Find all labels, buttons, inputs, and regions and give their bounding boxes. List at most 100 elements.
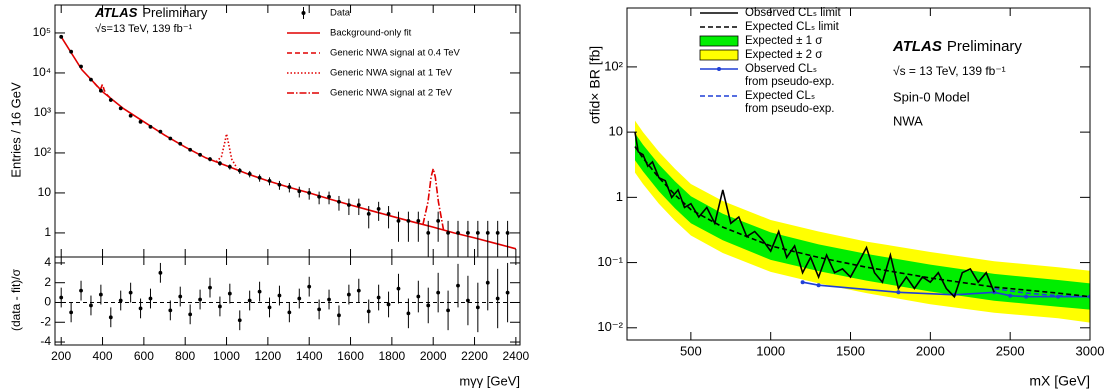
data-point (406, 311, 411, 316)
data-point (128, 113, 133, 118)
energy-label: √s = 13 TeV, 139 fb⁻¹ (893, 64, 1006, 78)
y-tick-label: -4 (40, 334, 51, 348)
y-tick-label: 4 (44, 255, 51, 269)
data-point (188, 312, 193, 317)
line-marker (800, 280, 805, 285)
data-point (237, 318, 242, 323)
width-label: NWA (893, 113, 923, 128)
data-point (505, 290, 510, 295)
data-point (277, 182, 282, 187)
data-point (79, 64, 83, 69)
y-axis-label: Entries / 16 GeV (8, 82, 23, 178)
legend-label: Observed CLₛ (745, 63, 817, 75)
data-point (466, 231, 470, 235)
data-point (158, 129, 163, 134)
y-tick-label: 10² (604, 58, 623, 73)
data-point (485, 280, 490, 285)
data-point (128, 290, 133, 295)
y-tick-label: 10⁴ (32, 65, 51, 79)
data-point (257, 289, 262, 294)
data-point (297, 189, 302, 194)
data-point (495, 296, 500, 301)
data-point (148, 296, 153, 301)
line-marker (1008, 293, 1013, 298)
y-axis-label: σfid× BR [fb] (587, 46, 603, 124)
atlas-label: ATLAS (892, 38, 942, 55)
data-point (69, 49, 74, 54)
data-point (327, 297, 331, 302)
data-point (198, 297, 202, 302)
data-point (168, 136, 173, 141)
data-point (406, 218, 411, 223)
y-tick-label: 10⁵ (33, 25, 51, 39)
legend-label: Generic NWA signal at 2 TeV (330, 88, 453, 99)
legend-label: Expected CLₛ limit (745, 21, 840, 33)
data-point (98, 88, 103, 93)
data-point (108, 98, 113, 102)
data-point (257, 175, 262, 180)
data-point (376, 206, 381, 211)
data-point (337, 313, 341, 318)
data-point (208, 157, 212, 162)
data-point (89, 77, 93, 82)
line-series (634, 146, 1090, 298)
data-point (287, 310, 292, 315)
data-point (396, 286, 401, 291)
legend-label: Data (330, 8, 351, 19)
data-point (218, 161, 222, 166)
x-tick-label: 600 (134, 349, 154, 363)
status-label: Preliminary (947, 38, 1023, 55)
data-point (495, 231, 500, 235)
data-point (446, 308, 450, 313)
y-tick-label: -2 (40, 314, 51, 328)
x-tick-label: 400 (93, 349, 113, 363)
data-point (456, 231, 460, 235)
y-tick-label: 2 (44, 275, 51, 289)
x-tick-label: 1000 (756, 343, 785, 358)
legend-label: Generic NWA signal at 1 TeV (330, 68, 453, 79)
data-point (366, 309, 371, 314)
line-marker (896, 290, 901, 295)
data-point (317, 307, 322, 312)
line-series (634, 131, 995, 299)
x-tick-label: 3000 (1076, 343, 1105, 358)
data-point (337, 199, 341, 204)
legend-label: Expected ± 2 σ (745, 49, 822, 61)
data-point (307, 191, 312, 195)
data-point (416, 294, 421, 299)
data-point (426, 303, 431, 308)
data-point (118, 106, 123, 111)
x-tick-label: 2200 (461, 349, 488, 363)
data-point (327, 194, 331, 199)
x-tick-label: 1500 (836, 343, 865, 358)
data-point (287, 185, 292, 189)
x-tick-label: 500 (680, 343, 702, 358)
x-tick-label: 2000 (420, 349, 447, 363)
data-point (247, 298, 252, 303)
data-point (396, 218, 401, 223)
data-point (108, 315, 113, 320)
data-point (178, 141, 183, 146)
data-point (475, 305, 480, 310)
data-point (247, 171, 252, 176)
y-tick-label: 1 (616, 189, 623, 204)
legend-label: Observed CLₛ limit (745, 7, 841, 19)
legend-swatch (699, 35, 739, 47)
legend-label: Expected ± 1 σ (745, 35, 822, 47)
data-point (505, 231, 510, 235)
data-point (436, 290, 441, 295)
y-tick-label: 10² (34, 145, 51, 159)
y-tick-label: 10⁻¹ (597, 254, 623, 269)
data-point (79, 288, 83, 293)
x-tick-label: 2400 (503, 349, 530, 363)
energy-label: √s=13 TeV, 139 fb⁻¹ (95, 23, 193, 35)
data-point (416, 218, 421, 223)
x-tick-label: 1400 (296, 349, 323, 363)
data-point (59, 295, 64, 300)
data-point (98, 292, 103, 297)
x-tick-label: 2500 (996, 343, 1025, 358)
data-point (317, 194, 322, 199)
data-point (277, 293, 282, 298)
data-point (267, 305, 272, 310)
data-point (446, 231, 450, 235)
